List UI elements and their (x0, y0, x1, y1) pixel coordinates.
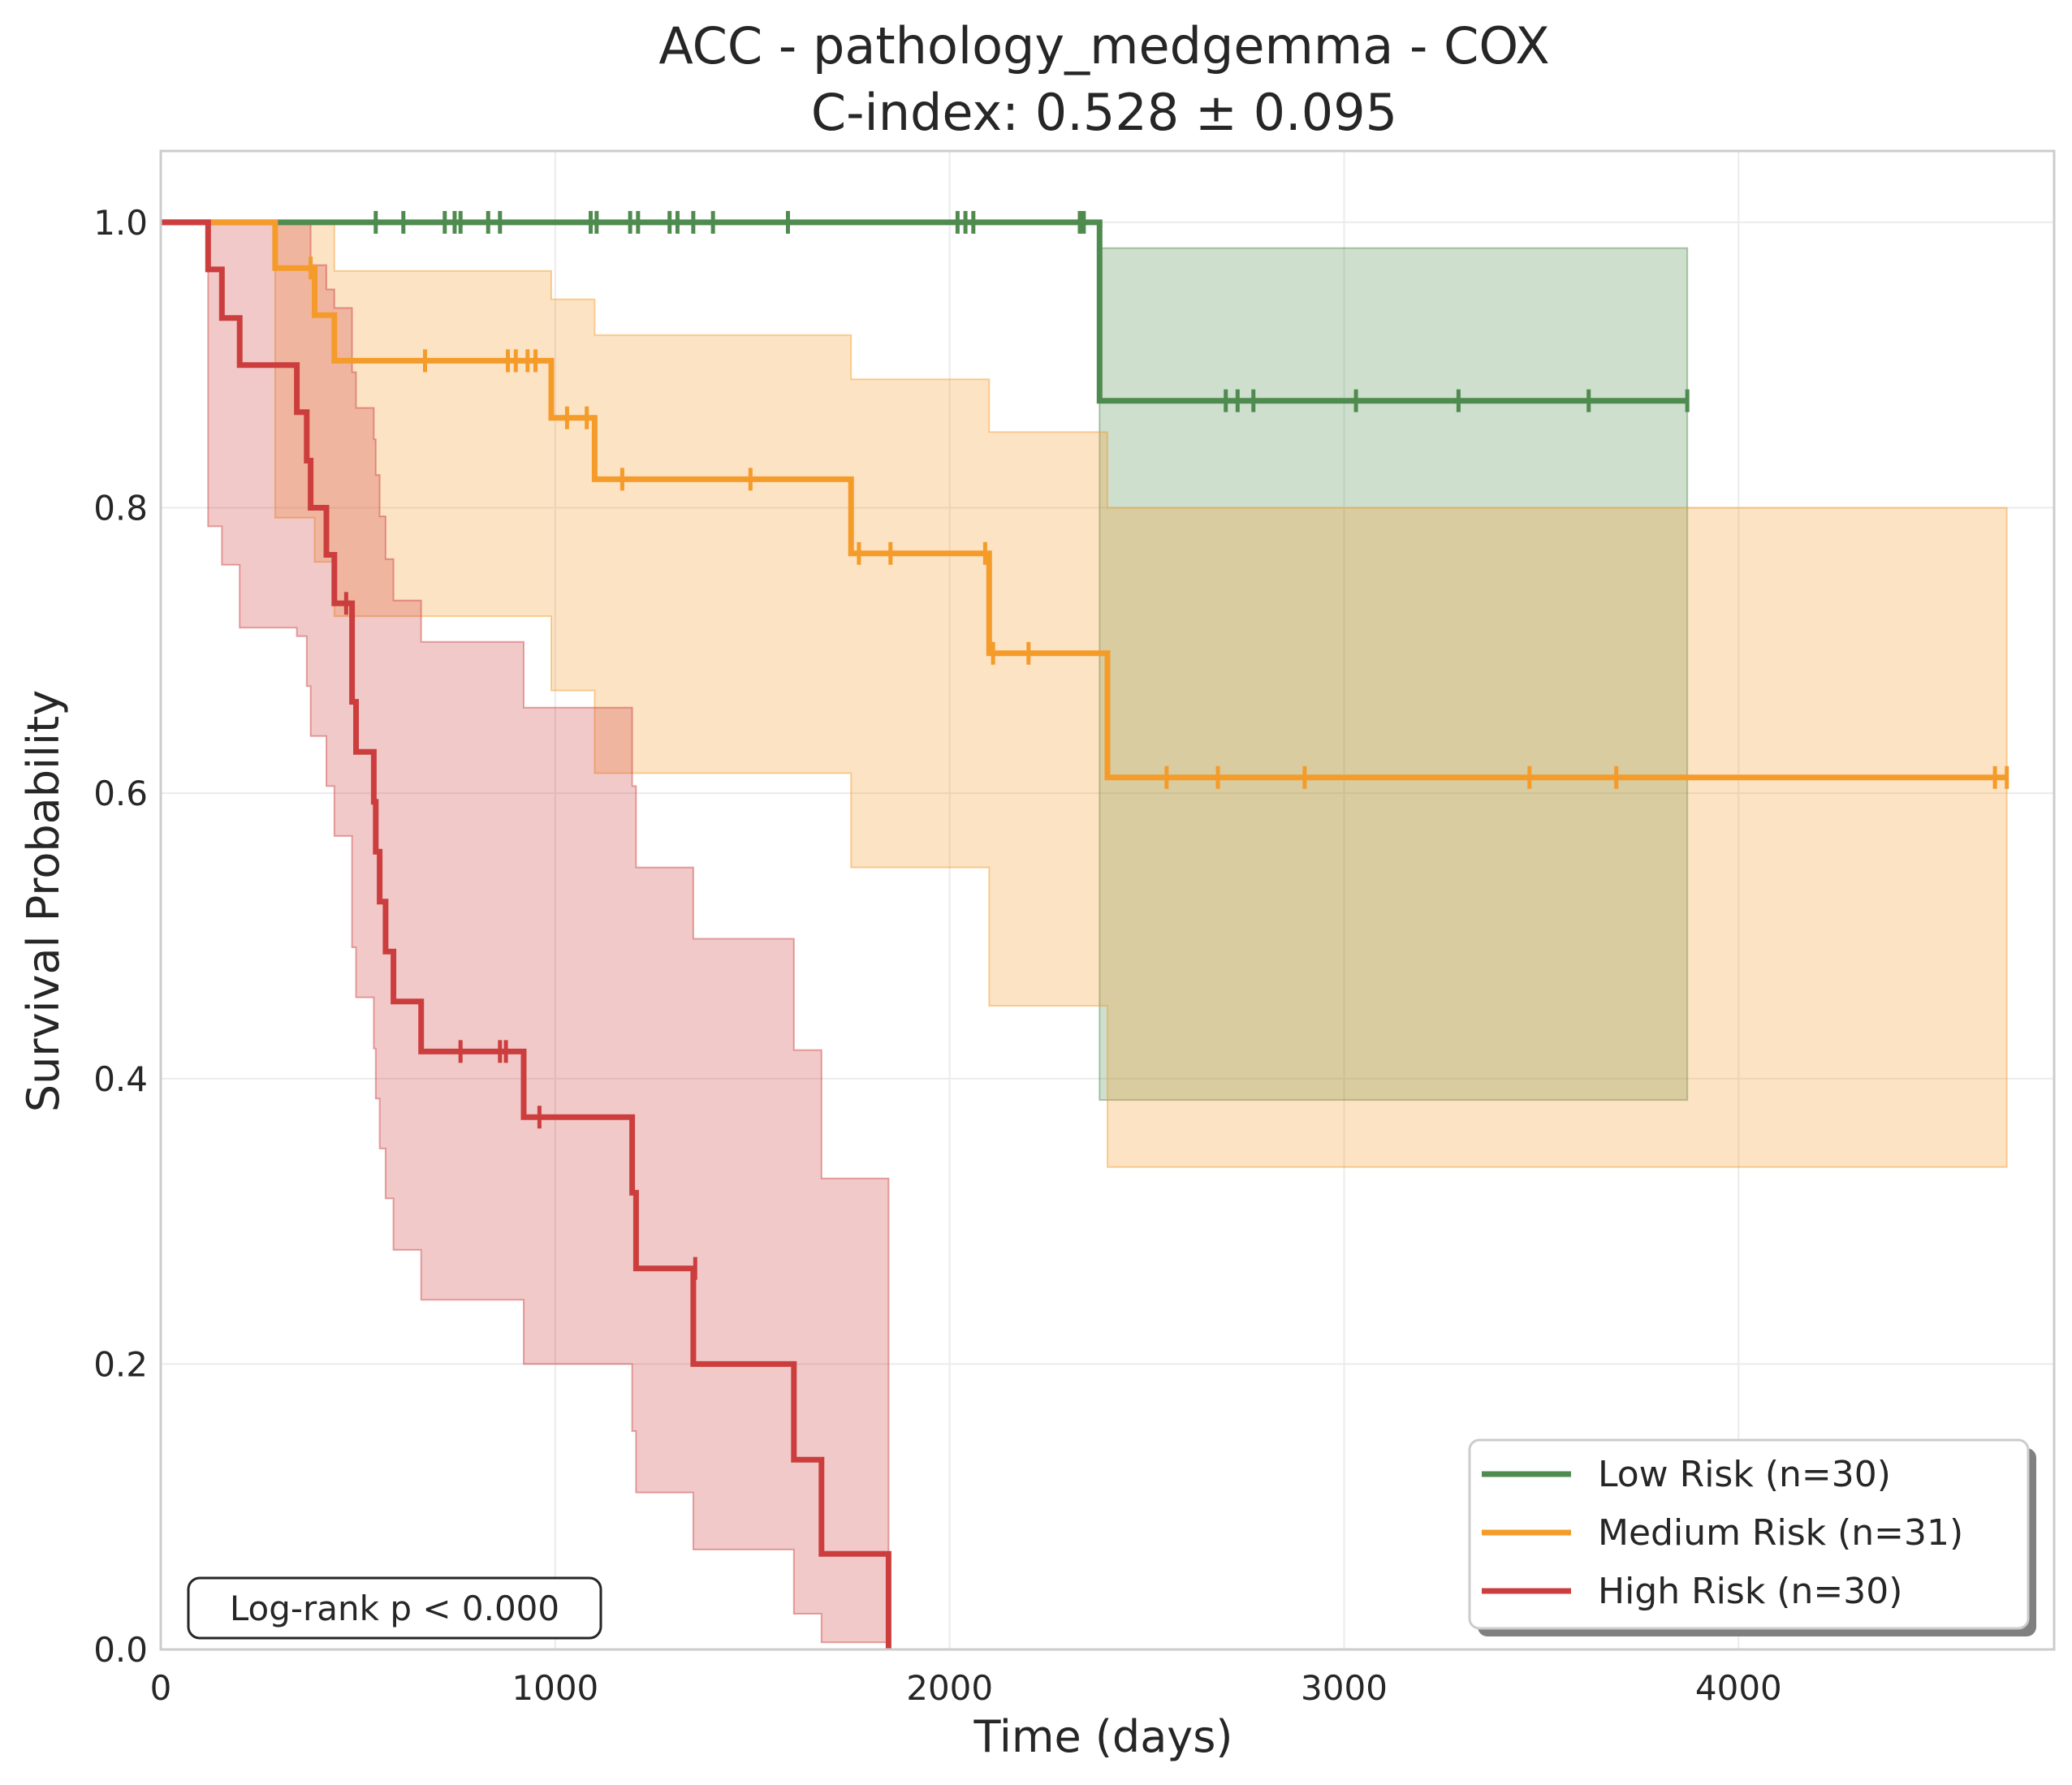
y-axis-ticks: 0.0 0.2 0.4 0.6 0.8 1.0 (93, 203, 148, 1670)
x-tick-label: 2000 (906, 1668, 993, 1708)
x-tick-label: 1000 (512, 1668, 598, 1708)
logrank-box (187, 1576, 602, 1640)
legend: Low Risk (n=30) Medium Risk (n=31) High … (1468, 1438, 2036, 1636)
x-axis-ticks: 0 1000 2000 3000 4000 (150, 1668, 1782, 1708)
y-tick-label: 0.6 (93, 774, 148, 813)
legend-box (1468, 1438, 2030, 1630)
curve-medium-risk (161, 219, 2007, 781)
ci-band-high-risk (207, 221, 890, 1644)
legend-label-medium-risk: Medium Risk (n=31) (1598, 1512, 1963, 1554)
y-tick-label: 0.4 (93, 1059, 148, 1099)
chart-title: ACC - pathology_medgemma - COX (658, 16, 1549, 75)
y-tick-label: 0.2 (93, 1344, 148, 1384)
legend-label-high-risk: High Risk (n=30) (1598, 1571, 1902, 1612)
logrank-annotation: Log-rank p < 0.000 (187, 1576, 602, 1640)
x-axis-label: Time (days) (973, 1711, 1233, 1762)
ci-band-low-risk (1099, 247, 1689, 1102)
x-tick-label: 0 (150, 1668, 172, 1708)
legend-label-low-risk: Low Risk (n=30) (1598, 1454, 1891, 1495)
censor-marks (309, 210, 2009, 1280)
x-tick-label: 3000 (1301, 1668, 1388, 1708)
chart-subtitle: C-index: 0.528 ± 0.095 (811, 83, 1397, 142)
x-tick-label: 4000 (1695, 1668, 1782, 1708)
y-tick-label: 0.8 (93, 489, 148, 528)
y-axis-label: Survival Probability (18, 690, 69, 1112)
y-tick-label: 0.0 (93, 1630, 148, 1670)
plot-frame (159, 149, 2056, 1651)
ci-band-medium-risk (274, 221, 2008, 1168)
logrank-text: Log-rank p < 0.000 (230, 1589, 559, 1628)
confidence-bands (207, 221, 2008, 1644)
curve-high-risk (161, 219, 891, 1649)
y-tick-label: 1.0 (93, 203, 148, 243)
